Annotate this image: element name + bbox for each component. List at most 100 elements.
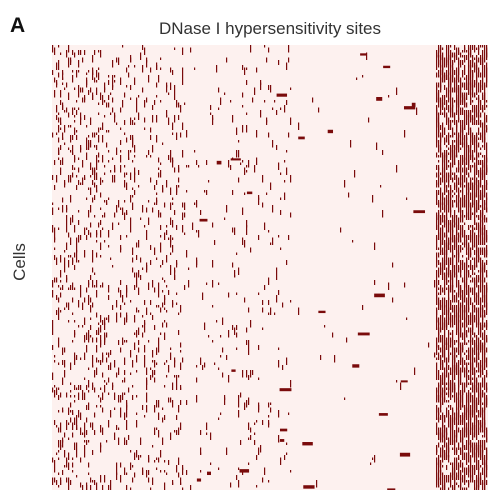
heatmap-cell xyxy=(442,440,444,443)
heatmap-cell xyxy=(464,135,466,138)
heatmap-cell xyxy=(452,112,454,118)
heatmap-cell xyxy=(146,392,148,398)
heatmap-cell xyxy=(64,360,66,368)
heatmap-cell xyxy=(460,487,462,490)
heatmap-cell xyxy=(170,432,172,440)
heatmap-cell xyxy=(464,352,466,355)
heatmap-cell xyxy=(436,352,438,355)
heatmap-cell xyxy=(124,180,126,188)
heatmap-cell xyxy=(148,150,150,155)
heatmap-cell xyxy=(468,327,470,333)
heatmap-cell xyxy=(212,305,214,308)
heatmap-cell xyxy=(484,50,486,55)
heatmap-cell xyxy=(110,410,112,418)
heatmap-cell xyxy=(484,430,486,438)
heatmap-cell xyxy=(172,482,174,485)
heatmap-cell xyxy=(460,305,462,308)
heatmap-cell xyxy=(92,385,94,388)
heatmap-cell xyxy=(124,467,126,475)
heatmap-cell xyxy=(238,400,240,408)
heatmap-cell xyxy=(244,192,246,195)
heatmap-cell xyxy=(124,380,126,383)
heatmap-cell xyxy=(440,337,442,340)
heatmap-cell xyxy=(482,420,484,425)
heatmap-cell xyxy=(482,310,484,318)
heatmap-cell xyxy=(160,57,162,60)
heatmap-cell xyxy=(480,395,482,398)
heatmap-cell xyxy=(58,45,60,48)
heatmap-cell xyxy=(466,55,468,60)
heatmap-cell xyxy=(278,435,280,443)
heatmap-cell xyxy=(452,297,454,300)
heatmap-cell xyxy=(456,232,458,240)
heatmap-cell xyxy=(54,360,56,363)
heatmap-cell xyxy=(480,85,482,88)
heatmap-cell xyxy=(230,165,232,170)
heatmap-cell xyxy=(470,355,472,360)
heatmap-cell xyxy=(460,165,462,170)
heatmap-cell xyxy=(112,60,114,68)
heatmap-cell xyxy=(466,170,468,175)
heatmap-cell xyxy=(472,442,474,445)
heatmap-cell xyxy=(176,375,178,383)
heatmap-cell xyxy=(462,167,464,173)
heatmap-cell xyxy=(96,312,98,318)
heatmap-cell xyxy=(246,327,248,333)
heatmap-cell xyxy=(470,110,472,113)
heatmap-cell xyxy=(448,405,450,408)
heatmap-cell xyxy=(472,400,474,408)
heatmap-cell xyxy=(88,297,90,305)
heatmap-cell xyxy=(474,282,476,285)
heatmap-cell xyxy=(126,410,128,418)
heatmap-cell xyxy=(478,450,480,455)
heatmap-cell xyxy=(124,200,126,203)
heatmap-cell xyxy=(482,52,484,55)
heatmap-cell xyxy=(60,255,62,263)
heatmap-cell xyxy=(208,180,210,183)
heatmap-cell xyxy=(94,145,96,148)
heatmap-cell xyxy=(444,100,446,105)
heatmap-cell xyxy=(460,135,462,138)
heatmap-cell xyxy=(70,480,72,485)
heatmap-cell xyxy=(444,235,446,238)
heatmap-cell xyxy=(68,422,70,425)
heatmap-cell xyxy=(184,232,186,235)
heatmap-cell xyxy=(78,325,80,328)
heatmap-cell xyxy=(92,337,94,343)
heatmap-cell xyxy=(482,275,484,283)
heatmap-cell xyxy=(100,425,102,433)
heatmap-cell xyxy=(174,270,176,273)
heatmap-cell xyxy=(130,450,132,453)
heatmap-cell xyxy=(474,232,476,235)
heatmap-cell xyxy=(199,218,208,222)
heatmap-cell xyxy=(400,382,402,390)
heatmap-cell xyxy=(152,280,154,288)
heatmap-cell xyxy=(454,272,456,278)
heatmap-cell xyxy=(242,207,244,215)
heatmap-cell xyxy=(472,390,474,393)
heatmap-cell xyxy=(468,482,470,485)
heatmap-cell xyxy=(454,112,456,118)
heatmap-cell xyxy=(132,142,134,148)
heatmap-cell xyxy=(466,452,468,460)
heatmap-cell xyxy=(122,380,124,383)
heatmap-cell xyxy=(452,225,454,233)
heatmap-cell xyxy=(116,315,118,323)
heatmap-cell xyxy=(460,130,462,133)
heatmap-cell xyxy=(112,75,114,80)
heatmap-cell xyxy=(472,320,474,328)
heatmap-cell xyxy=(448,247,450,250)
heatmap-cell xyxy=(118,287,120,293)
heatmap-cell xyxy=(52,320,54,328)
heatmap-cell xyxy=(58,457,60,460)
heatmap-cell xyxy=(462,132,464,140)
heatmap-cell xyxy=(124,412,126,420)
heatmap-cell xyxy=(448,300,450,305)
heatmap-cell xyxy=(468,417,470,423)
heatmap-cell xyxy=(476,465,478,470)
heatmap-cell xyxy=(478,307,480,313)
heatmap-cell xyxy=(440,242,442,245)
heatmap-cell xyxy=(460,407,462,410)
heatmap-cell xyxy=(470,192,472,198)
heatmap-cell xyxy=(246,225,248,228)
